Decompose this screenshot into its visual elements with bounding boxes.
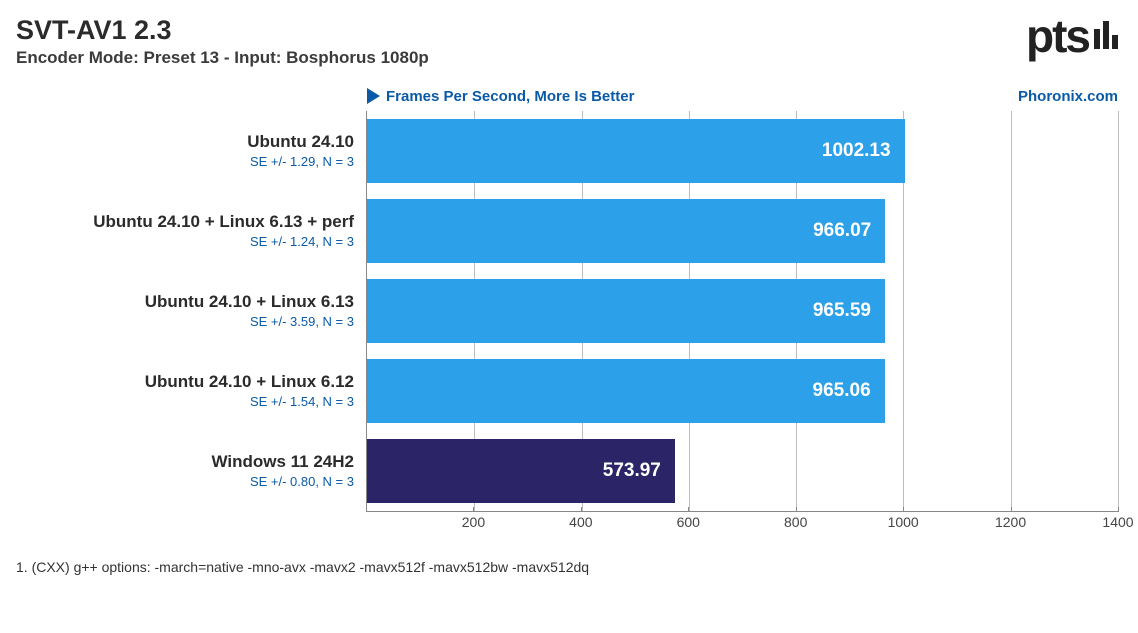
pts-logo-bars-icon — [1094, 21, 1118, 49]
chart-meta-row: Frames Per Second, More Is Better Phoron… — [367, 88, 1118, 105]
bar-stderr: SE +/- 0.80, N = 3 — [250, 474, 354, 489]
bars-column: 1002.13 966.07 965.59 965.06 573.97 — [366, 111, 1118, 511]
source-link[interactable]: Phoronix.com — [1018, 88, 1118, 105]
bar-stderr: SE +/- 3.59, N = 3 — [250, 314, 354, 329]
bar-name: Ubuntu 24.10 + Linux 6.13 — [145, 292, 354, 312]
bar-row: 965.59 — [367, 271, 1118, 351]
bar-label-cell: Ubuntu 24.10 + Linux 6.13 SE +/- 3.59, N … — [16, 271, 366, 351]
x-tick: 1000 — [888, 514, 919, 530]
x-axis: 200400600800100012001400 — [366, 511, 1118, 535]
bar-value: 573.97 — [603, 460, 661, 482]
pts-logo-text: pts — [1026, 16, 1089, 57]
bar-row: 966.07 — [367, 191, 1118, 271]
bar-stderr: SE +/- 1.29, N = 3 — [250, 154, 354, 169]
title-block: SVT-AV1 2.3 Encoder Mode: Preset 13 - In… — [16, 16, 1026, 68]
x-tick: 1200 — [995, 514, 1026, 530]
bar-label-cell: Windows 11 24H2 SE +/- 0.80, N = 3 — [16, 431, 366, 511]
axis-label: Frames Per Second, More Is Better — [367, 88, 634, 105]
x-tick: 800 — [784, 514, 807, 530]
arrow-right-icon — [367, 88, 380, 104]
page-title: SVT-AV1 2.3 — [16, 16, 1026, 46]
bar-name: Ubuntu 24.10 — [247, 132, 354, 152]
labels-column: Ubuntu 24.10SE +/- 1.29, N = 3Ubuntu 24.… — [16, 111, 366, 511]
bar: 573.97 — [367, 439, 675, 503]
chart-body: Ubuntu 24.10SE +/- 1.29, N = 3Ubuntu 24.… — [16, 111, 1118, 511]
bar-value: 965.59 — [813, 300, 871, 322]
bar: 966.07 — [367, 199, 885, 263]
bar-value: 1002.13 — [822, 140, 891, 162]
bar: 965.06 — [367, 359, 885, 423]
bar-row: 965.06 — [367, 351, 1118, 431]
bar-label-cell: Ubuntu 24.10 + Linux 6.12 SE +/- 1.54, N … — [16, 351, 366, 431]
benchmark-chart: Frames Per Second, More Is Better Phoron… — [16, 88, 1118, 535]
x-tick: 1400 — [1102, 514, 1133, 530]
bar-value: 965.06 — [813, 380, 871, 402]
bar: 1002.13 — [367, 119, 905, 183]
bar-value: 966.07 — [813, 220, 871, 242]
bar-stderr: SE +/- 1.54, N = 3 — [250, 394, 354, 409]
bar-name: Windows 11 24H2 — [211, 452, 354, 472]
x-tick: 600 — [677, 514, 700, 530]
bar-row: 573.97 — [367, 431, 1118, 511]
header: SVT-AV1 2.3 Encoder Mode: Preset 13 - In… — [16, 16, 1118, 68]
footnote: 1. (CXX) g++ options: -march=native -mno… — [16, 559, 1118, 575]
bar-stderr: SE +/- 1.24, N = 3 — [250, 234, 354, 249]
bar: 965.59 — [367, 279, 885, 343]
bar-name: Ubuntu 24.10 + Linux 6.12 — [145, 372, 354, 392]
page-subtitle: Encoder Mode: Preset 13 - Input: Bosphor… — [16, 48, 1026, 68]
bar-label-cell: Ubuntu 24.10 SE +/- 1.29, N = 3 — [16, 111, 366, 191]
axis-label-text: Frames Per Second, More Is Better — [386, 88, 634, 105]
bar-row: 1002.13 — [367, 111, 1118, 191]
bar-name: Ubuntu 24.10 + Linux 6.13 + perf — [93, 212, 354, 232]
bar-label-cell: Ubuntu 24.10 + Linux 6.13 + perf SE +/- 1… — [16, 191, 366, 271]
x-tick: 200 — [462, 514, 485, 530]
x-tick: 400 — [569, 514, 592, 530]
pts-logo: pts — [1026, 16, 1118, 57]
